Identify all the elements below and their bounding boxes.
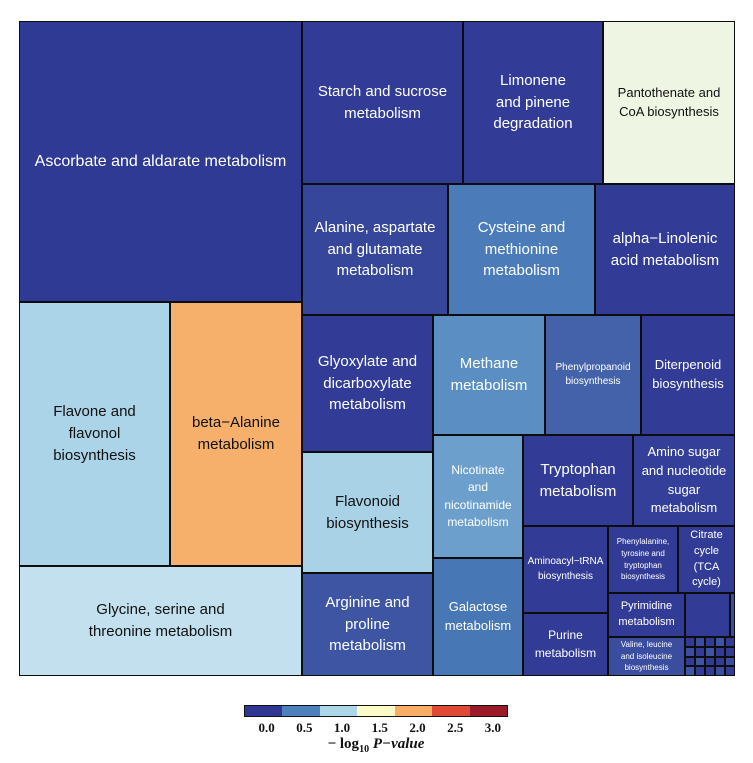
treemap-tile — [695, 656, 705, 667]
treemap-tile — [730, 593, 735, 637]
treemap-tile-label: Alanine, aspartate and glutamate metabol… — [314, 218, 436, 280]
treemap-tile — [725, 646, 735, 657]
treemap-tile — [695, 646, 705, 657]
treemap-tile-label: Galactose metabolism — [444, 599, 512, 633]
treemap-tile-label: Pyrimidine metabolism — [618, 600, 675, 628]
colorbar-tick-label: 2.5 — [447, 720, 464, 735]
treemap-tile-label: Flavonoid biosynthesis — [326, 492, 409, 532]
treemap-tile-label: Purine metabolism — [534, 628, 597, 660]
treemap-tile — [715, 637, 725, 647]
treemap-tile-label: beta−Alanine metabolism — [192, 414, 280, 453]
treemap-tile: Citrate cycle (TCA cycle) — [678, 526, 735, 593]
colorbar-legend: 0.0 0.5 1.0 1.5 2.0 2.5 3.0 − log10 P−value — [244, 705, 508, 755]
treemap-tile: Arginine and proline metabolism — [302, 573, 433, 676]
treemap-tile-label: alpha−Linolenic acid metabolism — [610, 229, 720, 269]
treemap-chart: Ascorbate and aldarate metabolism Starch … — [19, 21, 735, 676]
treemap-tile — [725, 656, 735, 667]
colorbar-segment — [245, 706, 283, 716]
treemap-tile: Methane metabolism — [433, 315, 545, 435]
treemap-tile — [695, 666, 705, 676]
treemap-tile: Glycine, serine and threonine metabolism — [19, 566, 302, 676]
treemap-tile: alpha−Linolenic acid metabolism — [595, 184, 735, 315]
colorbar-tick-label: 0.5 — [296, 720, 313, 735]
treemap-tile — [705, 646, 715, 657]
treemap-tile: Valine, leucine and isoleucine biosynthe… — [608, 637, 685, 676]
treemap-tile: Limonene and pinene degradation — [463, 21, 603, 184]
colorbar-segment — [282, 706, 320, 716]
treemap-tile: Tryptophan metabolism — [523, 435, 633, 526]
treemap-tile — [705, 666, 715, 676]
treemap-tile-label: Cysteine and methionine metabolism — [477, 218, 566, 280]
treemap-tile — [695, 637, 705, 647]
colorbar-tick-label: 2.0 — [409, 720, 426, 735]
treemap-tile — [725, 666, 735, 676]
treemap-tile: Flavonoid biosynthesis — [302, 452, 433, 573]
treemap-tile — [705, 637, 715, 647]
treemap-tile — [705, 656, 715, 667]
colorbar — [244, 705, 508, 717]
treemap-tile: Phenylalanine, tyrosine and tryptophan b… — [608, 526, 678, 593]
treemap-tile — [715, 646, 725, 657]
treemap-tile: Glyoxylate and dicarboxylate metabolism — [302, 315, 433, 452]
treemap-tile: Galactose metabolism — [433, 558, 523, 676]
colorbar-segment — [394, 706, 433, 716]
treemap-tile — [715, 666, 725, 676]
treemap-tile-label: Phenylalanine, tyrosine and tryptophan b… — [616, 537, 670, 582]
treemap-tile — [685, 666, 695, 676]
treemap-tile-label: Pantothenate and CoA biosynthesis — [617, 84, 721, 119]
treemap-tile-label: Limonene and pinene degradation — [493, 71, 573, 133]
treemap-tile-label: Citrate cycle (TCA cycle) — [690, 528, 723, 589]
treemap-tile: Alanine, aspartate and glutamate metabol… — [302, 184, 448, 315]
colorbar-tick-label: 1.0 — [333, 720, 351, 735]
treemap-tile-label: Aminoacyl−tRNA biosynthesis — [527, 556, 604, 582]
treemap-tile-label: Nicotinate and nicotinamide metabolism — [444, 462, 512, 529]
treemap-tile — [685, 646, 695, 657]
treemap-tile: Purine metabolism — [523, 613, 608, 676]
colorbar-tick-label: 0.0 — [258, 720, 275, 735]
treemap-tile-label: Methane metabolism — [450, 355, 528, 394]
colorbar-segment — [319, 706, 358, 716]
treemap-tile: Cysteine and methionine metabolism — [448, 184, 595, 315]
colorbar-tick-label: 1.5 — [371, 720, 388, 735]
treemap-tile-label: Ascorbate and aldarate metabolism — [34, 152, 287, 170]
treemap-tile — [685, 637, 695, 647]
treemap-tile: Aminoacyl−tRNA biosynthesis — [523, 526, 608, 613]
treemap-tile — [685, 593, 730, 637]
treemap-tile — [685, 656, 695, 667]
treemap-tile-label: Arginine and proline metabolism — [325, 593, 410, 655]
treemap-tile: Phenylpropanoid biosynthesis — [545, 315, 641, 435]
colorbar-segment — [469, 706, 507, 716]
treemap-tile-label: Phenylpropanoid biosynthesis — [555, 361, 631, 388]
treemap-tile-label: Starch and sucrose metabolism — [317, 82, 448, 122]
treemap-tile: beta−Alanine metabolism — [170, 302, 302, 566]
treemap-tile — [715, 656, 725, 667]
treemap-tile: Starch and sucrose metabolism — [302, 21, 463, 184]
treemap-tile-label: Valine, leucine and isoleucine biosynthe… — [620, 640, 673, 673]
treemap-tile: Nicotinate and nicotinamide metabolism — [433, 435, 523, 558]
treemap-tile: Amino sugar and nucleotide sugar metabol… — [633, 435, 735, 526]
colorbar-title: − log10 P−value — [327, 736, 425, 755]
treemap-tile-label: Glyoxylate and dicarboxylate metabolism — [317, 352, 418, 414]
treemap-tile: Ascorbate and aldarate metabolism — [19, 21, 302, 302]
colorbar-segment — [432, 706, 470, 716]
treemap-tile-label: Tryptophan metabolism — [539, 460, 617, 500]
treemap-tile-label: Amino sugar and nucleotide sugar metabol… — [641, 443, 727, 516]
treemap-tile: Pyrimidine metabolism — [608, 593, 685, 637]
treemap-tile-label: Flavone and flavonol biosynthesis — [53, 403, 136, 464]
treemap-tile: Pantothenate and CoA biosynthesis — [603, 21, 735, 184]
treemap-tile-label: Diterpenoid biosynthesis — [652, 357, 724, 391]
treemap-tile-label: Glycine, serine and threonine metabolism — [88, 601, 233, 640]
colorbar-tick-label: 3.0 — [484, 720, 502, 735]
treemap-tile: Diterpenoid biosynthesis — [641, 315, 735, 435]
treemap-tile — [725, 637, 735, 647]
treemap-tile: Flavone and flavonol biosynthesis — [19, 302, 170, 566]
colorbar-segment — [357, 706, 395, 716]
